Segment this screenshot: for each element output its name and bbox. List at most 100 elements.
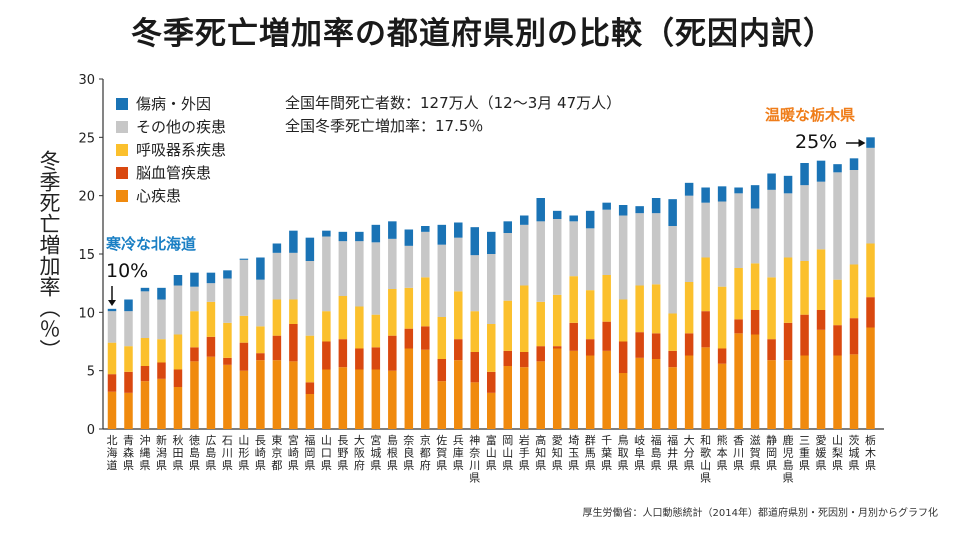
- x-tick-label: 佐賀県: [436, 433, 447, 472]
- x-tick-label: 岐阜県: [634, 434, 645, 472]
- bar-segment-2-37: [717, 286, 727, 349]
- bar-segment-2-38: [734, 268, 743, 320]
- annotation-warm: 温暖な栃木県: [765, 106, 856, 124]
- bar-segment-0-30: [602, 350, 611, 429]
- x-tick-label: 宮崎県: [288, 433, 299, 472]
- bar-segment-1-39: [750, 310, 760, 335]
- bar-segment-4-23: [487, 231, 496, 254]
- bar-segment-4-31: [618, 205, 628, 216]
- bar-segment-3-36: [701, 202, 710, 258]
- x-tick-label: 和歌山県: [700, 434, 711, 485]
- legend-item-resp: 呼吸器系疾患: [116, 138, 226, 161]
- bar-segment-1-7: [223, 357, 232, 365]
- bar-segment-2-15: [355, 306, 364, 349]
- bar-segment-2-7: [223, 322, 232, 358]
- x-tick-label: 高知県: [535, 433, 546, 472]
- bar-segment-4-39: [750, 185, 760, 209]
- bar-segment-1-9: [256, 353, 265, 361]
- bar-segment-4-6: [206, 272, 216, 284]
- bar-segment-1-43: [816, 310, 826, 330]
- bar-segment-3-43: [816, 181, 826, 250]
- bar-segment-0-12: [305, 394, 315, 429]
- bar-segment-0-40: [767, 360, 776, 429]
- bar-segment-2-19: [421, 277, 430, 327]
- bar-segment-4-35: [684, 182, 694, 196]
- legend-label-other: その他の疾患: [136, 118, 227, 136]
- x-tick-label: 三重県: [799, 434, 810, 472]
- bar-segment-3-18: [404, 245, 414, 288]
- bar-segment-2-43: [816, 249, 826, 310]
- x-tick-label: 山形県: [238, 434, 249, 472]
- bar-segment-3-38: [734, 193, 743, 268]
- bar-segment-2-10: [272, 299, 282, 336]
- bar-segment-0-28: [569, 350, 578, 429]
- bar-segment-2-12: [305, 335, 315, 383]
- bar-segment-4-12: [305, 237, 315, 261]
- bar-segment-3-31: [618, 215, 628, 300]
- y-tick-label: 15: [78, 248, 95, 263]
- bar-segment-3-7: [223, 278, 232, 323]
- bar-segment-2-29: [585, 290, 595, 340]
- x-tick-label: 千葉県: [601, 434, 612, 472]
- bar-segment-2-44: [833, 279, 842, 326]
- legend-item-injury: 傷病・外因: [116, 92, 226, 115]
- bar-segment-4-42: [800, 163, 809, 186]
- legend-label-heart: 心疾患: [136, 187, 182, 205]
- x-tick-label: 奈良県: [403, 433, 414, 472]
- bar-segment-3-16: [371, 242, 381, 315]
- bar-segment-4-38: [734, 187, 743, 194]
- chart-title: 冬季死亡増加率の都道府県別の比較（死因内訳）: [131, 16, 835, 52]
- bar-segment-2-42: [800, 261, 809, 315]
- bar-segment-1-4: [173, 369, 183, 387]
- bar-segment-4-16: [371, 224, 381, 243]
- bar-segment-4-21: [454, 222, 463, 238]
- bar-segment-0-7: [223, 364, 232, 429]
- x-tick-label: 京都府: [420, 433, 431, 472]
- bar-segment-1-30: [602, 321, 611, 351]
- legend: 傷病・外因 その他の疾患 呼吸器系疾患 脳血管疾患 心疾患: [116, 92, 226, 207]
- bar-segment-1-1: [124, 371, 133, 393]
- bar-segment-2-31: [618, 299, 628, 342]
- bar-segment-2-30: [602, 275, 611, 322]
- bar-segment-0-43: [816, 329, 826, 429]
- bar-segment-1-19: [421, 326, 430, 350]
- bar-segment-0-36: [701, 347, 710, 429]
- x-tick-label: 大分県: [684, 433, 695, 472]
- bar-segment-0-39: [750, 334, 760, 429]
- bar-segment-4-22: [470, 227, 480, 256]
- bar-segment-3-19: [421, 231, 430, 278]
- bar-segment-1-33: [651, 333, 661, 359]
- bar-segment-1-24: [503, 350, 512, 366]
- bar-segment-3-13: [322, 236, 331, 312]
- bar-segment-4-40: [767, 173, 776, 190]
- x-tick-label: 静岡県: [766, 433, 777, 472]
- bar-segment-0-37: [717, 363, 727, 429]
- bar-segment-0-17: [388, 370, 397, 429]
- x-tick-label: 愛媛県: [816, 434, 827, 472]
- bar-segment-0-16: [371, 369, 381, 429]
- bar-segment-3-42: [800, 185, 809, 261]
- source-note: 厚生労働省：人口動態統計（2014年）都道府県別・死因別・月別からグラフ化: [582, 508, 938, 519]
- x-tick-label: 埼玉県: [568, 433, 579, 472]
- annotation-low-value: 10%: [106, 260, 149, 282]
- bar-segment-3-41: [783, 193, 793, 258]
- bar-segment-3-40: [767, 189, 776, 278]
- bar-segment-0-46: [866, 327, 875, 429]
- bar-segment-2-4: [173, 334, 183, 370]
- bar-segment-1-28: [569, 322, 578, 351]
- bar-segment-2-39: [750, 263, 760, 310]
- bar-segment-4-20: [437, 224, 447, 245]
- bar-segment-1-35: [684, 333, 694, 356]
- bar-segment-4-2: [140, 287, 150, 292]
- bar-segment-2-41: [783, 257, 793, 323]
- bar-segment-4-33: [651, 198, 661, 214]
- y-tick-label: 25: [78, 131, 95, 146]
- bar-segment-2-22: [470, 311, 480, 352]
- bar-segment-0-19: [421, 349, 430, 429]
- bar-segment-1-44: [833, 325, 842, 356]
- x-tick-label: 福岡県: [304, 433, 315, 472]
- x-tick-label: 石川県: [222, 434, 233, 472]
- bar-segment-2-9: [256, 326, 265, 354]
- bar-segment-4-3: [157, 287, 166, 300]
- bar-segment-4-4: [173, 275, 183, 286]
